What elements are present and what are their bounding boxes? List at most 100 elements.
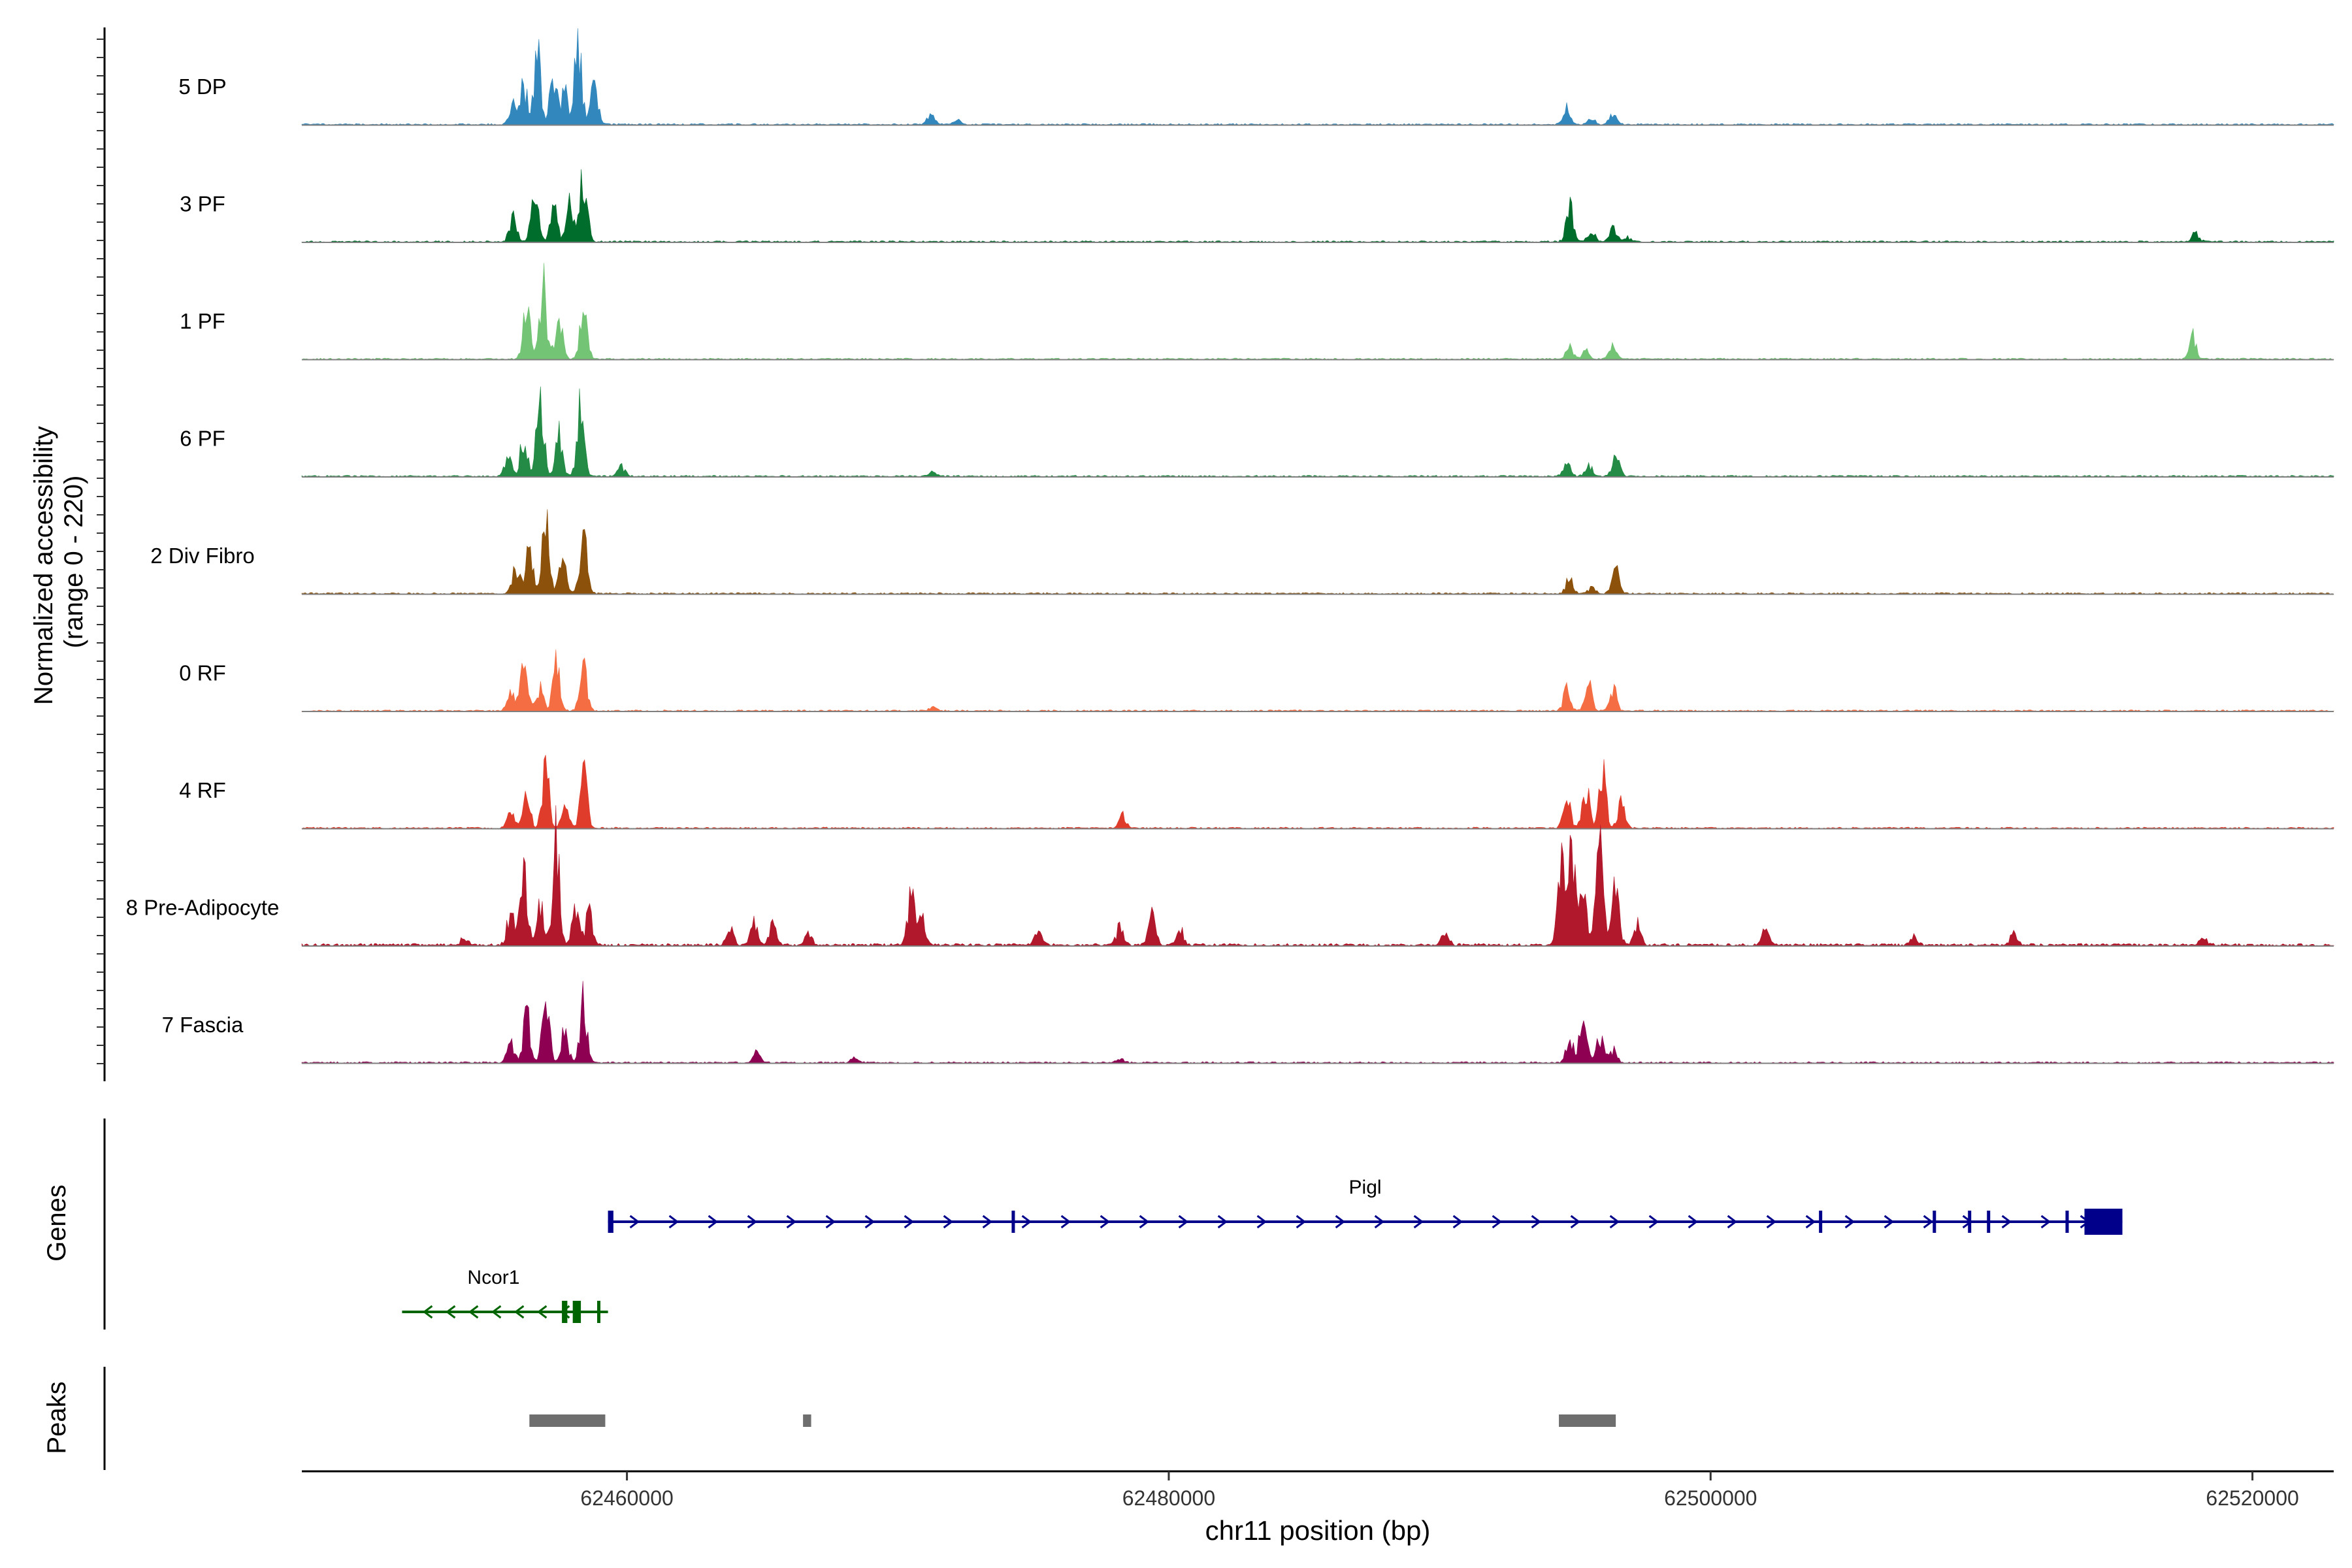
coverage-tracks: 5 DP 3 PF 1 PF 6 PF 2 Div Fibro 0 RF 4 RF 8 Pre…: [126, 28, 2334, 1064]
track-label: 8 Pre-Adipocyte: [126, 896, 280, 920]
x-tick-label: 62520000: [2206, 1486, 2298, 1510]
strand-arrow: [1844, 1215, 1855, 1229]
strand-arrow: [2040, 1215, 2051, 1229]
gene-models: Pigl Ncor1: [402, 1177, 2123, 1323]
track-1-pf: 1 PF: [180, 263, 2334, 361]
track-2-div-fibro: 2 Div Fibro: [150, 509, 2334, 595]
coverage-area: [301, 509, 2334, 595]
coverage-area: [301, 649, 2334, 712]
exon: [1819, 1211, 1823, 1233]
strand-arrow: [1570, 1215, 1581, 1229]
strand-arrow: [864, 1215, 875, 1229]
strand-arrow: [1648, 1215, 1659, 1229]
strand-arrow: [1805, 1215, 1816, 1229]
track-label: 5 DP: [178, 74, 226, 99]
track-label: 0 RF: [179, 661, 226, 685]
track-8-pre-adipocyte: 8 Pre-Adipocyte: [126, 805, 2334, 947]
track-7-fascia: 7 Fascia: [162, 981, 2334, 1064]
track-3-pf: 3 PF: [180, 169, 2334, 243]
strand-arrow: [422, 1305, 433, 1319]
x-tick-label: 62460000: [580, 1486, 673, 1510]
strand-arrow: [1531, 1215, 1542, 1229]
strand-arrow: [825, 1215, 836, 1229]
genes-panel-title: Genes: [42, 1184, 71, 1262]
gene-label: Pigl: [1349, 1177, 1382, 1198]
genes-panel: Genes Pigl Ncor1: [42, 1119, 2123, 1330]
coverage-area: [301, 263, 2334, 360]
track-5-dp: 5 DP: [178, 28, 2334, 126]
track-label: 4 RF: [179, 778, 226, 802]
coverage-area: [301, 169, 2334, 243]
peaks-panel: Peaks: [42, 1367, 1616, 1470]
strand-arrow: [1766, 1215, 1777, 1229]
strand-arrow: [514, 1305, 525, 1319]
y-axis-title-line-2: (range 0 - 220): [59, 476, 88, 649]
peaks-panel-title: Peaks: [42, 1381, 71, 1454]
exon: [2065, 1211, 2069, 1233]
track-label: 6 PF: [180, 427, 225, 451]
x-tick-label: 62500000: [1664, 1486, 1757, 1510]
strand-arrow: [943, 1215, 954, 1229]
coverage-area: [301, 28, 2334, 125]
strand-arrow: [468, 1305, 479, 1319]
coverage-area: [301, 805, 2334, 947]
strand-arrow: [2001, 1215, 2012, 1229]
coverage-area: [301, 981, 2334, 1064]
strand-arrow: [668, 1215, 679, 1229]
track-label: 3 PF: [180, 192, 225, 216]
peak-regions: [529, 1414, 1616, 1427]
coverage-area: [301, 755, 2334, 829]
track-label: 7 Fascia: [162, 1013, 244, 1037]
strand-arrow: [1492, 1215, 1503, 1229]
strand-arrow: [445, 1305, 456, 1319]
exon: [1011, 1211, 1015, 1233]
x-axis-ticks: 62460000 62480000 62500000 62520000: [580, 1471, 2299, 1510]
strand-arrow: [629, 1215, 640, 1229]
strand-arrow: [491, 1305, 502, 1319]
track-6-pf: 6 PF: [180, 386, 2334, 478]
strand-arrow: [1021, 1215, 1032, 1229]
gene-label: Ncor1: [467, 1267, 519, 1288]
peak-region: [1559, 1414, 1616, 1427]
strand-arrow: [1178, 1215, 1189, 1229]
x-axis-title: chr11 position (bp): [1205, 1515, 1431, 1546]
exon: [608, 1211, 613, 1233]
exon: [1933, 1211, 1936, 1233]
track-4-rf: 4 RF: [179, 755, 2334, 830]
y-axis-title-line-1: Normalized accessibility: [29, 426, 58, 705]
strand-arrow: [1923, 1215, 1934, 1229]
strand-arrow: [1452, 1215, 1463, 1229]
strand-arrow: [747, 1215, 758, 1229]
strand-arrow: [786, 1215, 797, 1229]
exon: [572, 1301, 581, 1323]
strand-arrow: [904, 1215, 915, 1229]
peak-region: [803, 1414, 811, 1427]
strand-arrow: [1217, 1215, 1228, 1229]
gene-ncor1: Ncor1: [402, 1267, 608, 1323]
strand-arrow: [1413, 1215, 1424, 1229]
exon: [562, 1301, 568, 1323]
strand-arrow: [1727, 1215, 1738, 1229]
peak-region: [529, 1414, 606, 1427]
track-label: 1 PF: [180, 309, 225, 333]
strand-arrow: [536, 1305, 547, 1319]
track-0-rf: 0 RF: [179, 649, 2334, 712]
strand-arrow: [1060, 1215, 1071, 1229]
gene-pigl: Pigl: [608, 1177, 2123, 1235]
strand-arrow: [1100, 1215, 1111, 1229]
y-axis-title: Normalized accessibility (range 0 - 220): [29, 419, 88, 705]
exon: [2084, 1209, 2123, 1235]
track-label: 2 Div Fibro: [150, 544, 255, 568]
coverage-area: [301, 386, 2334, 478]
y-axis-ticks: [97, 39, 105, 1064]
strand-arrow: [708, 1215, 719, 1229]
strand-arrow: [1609, 1215, 1620, 1229]
exon: [596, 1301, 600, 1323]
strand-arrow: [1335, 1215, 1346, 1229]
exon: [1968, 1211, 1972, 1233]
strand-arrow: [1296, 1215, 1307, 1229]
strand-arrow: [1688, 1215, 1699, 1229]
strand-arrow: [982, 1215, 993, 1229]
x-tick-label: 62480000: [1122, 1486, 1215, 1510]
